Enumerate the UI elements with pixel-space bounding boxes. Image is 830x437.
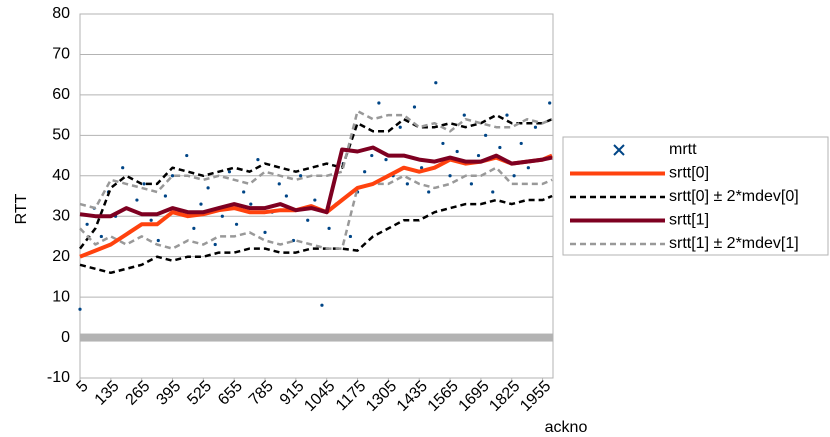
legend-label: srtt[1] [669,212,709,229]
mrtt-point [448,174,452,178]
band-lower [79,194,553,275]
x-tick-label: 1955 [517,378,554,415]
mrtt-point [291,238,296,243]
mrtt-point [142,182,146,186]
mrtt-point [263,230,267,234]
mrtt-point [441,141,445,146]
x-tick-label: 525 [184,378,215,409]
legend-marker [613,144,625,156]
x-tick-label: 785 [246,378,277,409]
mrtt-point [220,214,224,218]
x-tick-label: 1695 [456,378,493,415]
y-tick-label: 40 [52,167,70,184]
y-tick-label: 70 [52,46,70,63]
x-axis-ticks [80,333,553,342]
mrtt-point [405,182,409,186]
x-tick-label: 1565 [425,378,462,415]
y-tick-label: 80 [52,5,70,22]
mrtt-point [491,190,495,194]
x-tick-label: 1435 [394,378,431,415]
mrtt-point [163,194,167,198]
band-lower [79,166,553,250]
x-tick-label: 265 [123,378,154,409]
mrtt-point [306,218,310,222]
mrtt-point [185,153,189,158]
mrtt-point [533,125,538,129]
y-axis-title: RTT [13,193,30,224]
y-tick-label: 20 [52,248,70,265]
x-tick-label: 1825 [486,378,523,415]
mrtt-point [277,182,281,186]
mrtt-point [384,158,388,162]
mrtt-point [427,190,431,194]
x-tick-label: 5 [73,378,91,396]
legend-label: mrtt [669,141,697,158]
mrtt-point [313,198,317,202]
x-tick-label: 1175 [333,378,369,414]
mrtt-point [377,101,381,105]
mrtt-point [455,149,459,154]
mrtt-point [548,101,552,105]
y-tick-label: 0 [61,329,70,346]
x-tick-label: 135 [92,378,123,409]
mrtt-point [256,158,260,162]
mrtt-point [234,222,239,226]
x-tick-label: 1305 [363,378,400,415]
mrtt-point [170,174,175,178]
mrtt-point [85,222,89,226]
mrtt-point [363,170,367,174]
mrtt-point [206,186,210,190]
mrtt-point [505,113,509,117]
mrtt-point [199,202,203,206]
mrtt-point [519,141,523,146]
legend-box [562,136,829,256]
band-upper [79,109,553,210]
y-tick-label: 50 [52,127,70,144]
mrtt-point [498,145,502,150]
mrtt-point [78,307,82,311]
plot-border [79,13,554,379]
mrtt-point [121,166,125,170]
mrtt-point [327,226,331,230]
mrtt-point [484,133,488,137]
mrtt-point [370,153,374,158]
band-upper [79,113,553,250]
y-tick-label: 60 [52,86,70,103]
mrtt-point [213,242,217,247]
mrtt-point [419,166,424,170]
mrtt-point [192,226,196,230]
mrtt-point [512,174,516,178]
mrtt-point [348,234,353,239]
mrtt-point [462,113,466,117]
mrtt-point [320,303,324,307]
y-tick-label: -10 [47,369,70,386]
mrtt-point [526,166,530,170]
mrtt-point [398,125,402,129]
mrtt-point [434,81,438,85]
series-line [79,145,553,219]
x-axis-title: ackno [545,419,588,436]
mrtt-point [149,218,153,222]
mrtt-point [249,202,253,206]
mrtt-point [476,153,481,158]
x-tick-label: 1045 [301,378,338,415]
mrtt-point [299,174,303,178]
mrtt-point [135,198,139,202]
mrtt-point [156,238,160,243]
mrtt-point [469,182,473,186]
mrtt-point [242,190,246,194]
y-tick-label: 30 [52,207,70,224]
y-tick-label: 10 [52,288,70,305]
x-tick-label: 655 [215,378,246,409]
mrtt-point [284,194,288,198]
legend-label: srtt[1] ± 2*mdev[1] [669,235,799,252]
mrtt-point [227,170,232,174]
legend-label: srtt[0] ± 2*mdev[0] [669,188,799,205]
legend-label: srtt[0] [669,165,709,182]
mrtt-point [99,234,103,239]
mrtt-point [412,105,417,109]
x-tick-label: 395 [153,378,184,409]
